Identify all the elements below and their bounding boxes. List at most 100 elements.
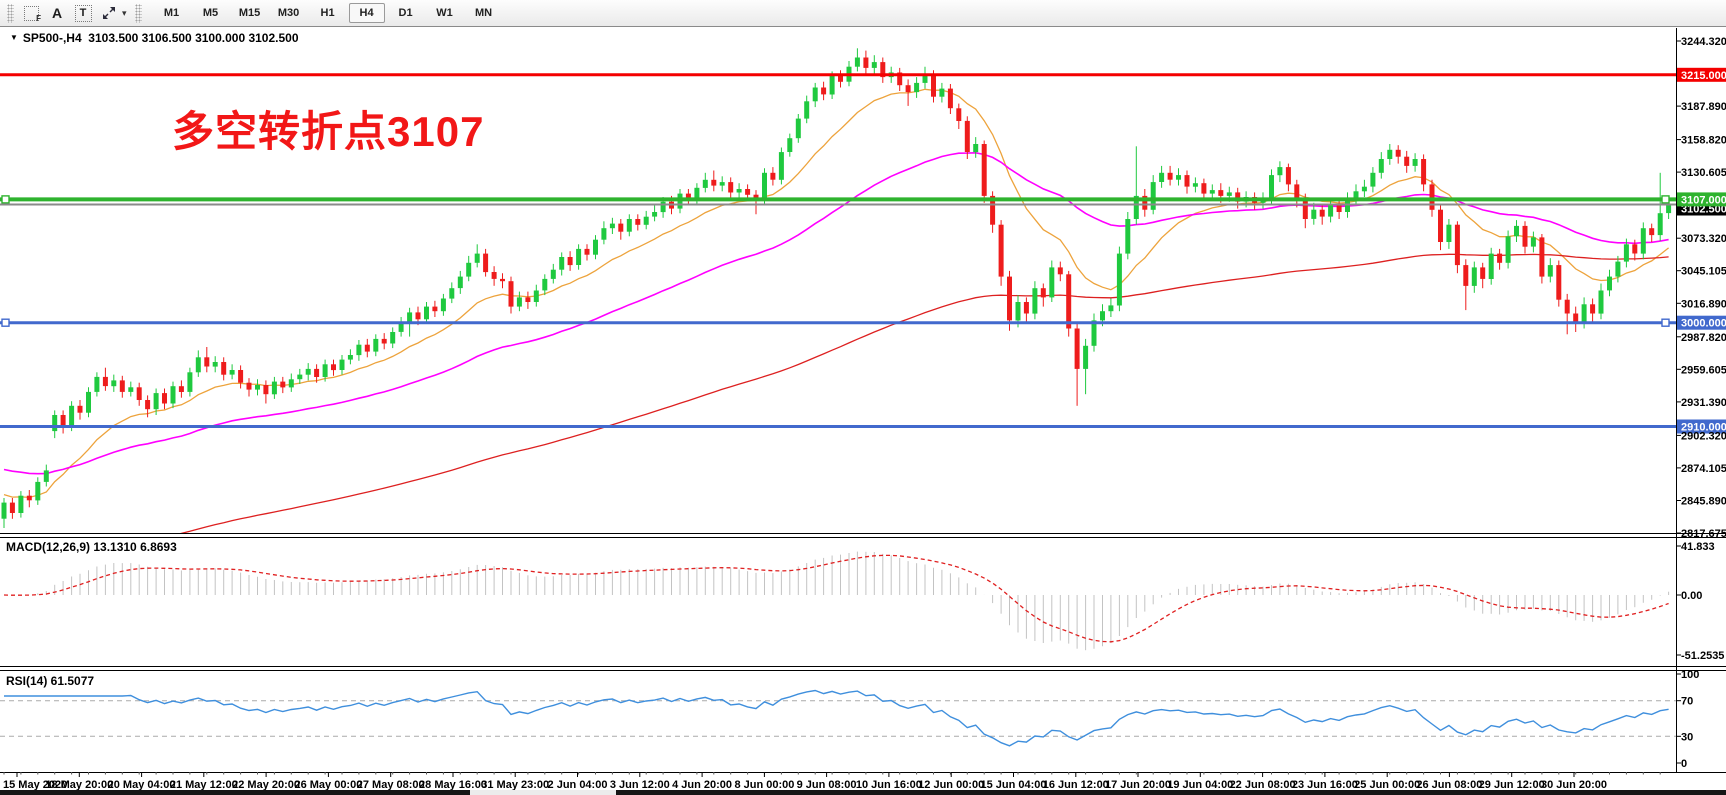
date-axis-label: 20 May 04:00	[108, 779, 176, 791]
price-axis-label: 3073.320	[1681, 233, 1726, 245]
date-axis-label: 17 Jun 20:00	[1105, 779, 1171, 791]
tf-button-M5[interactable]: M5	[202, 7, 219, 19]
tf-button-H1[interactable]: H1	[320, 7, 335, 19]
toolbar-gripper[interactable]	[7, 3, 14, 23]
svg-text:41.833: 41.833	[1681, 541, 1715, 553]
boxed-t-glyph: T	[74, 4, 92, 22]
toolbar-gripper-2[interactable]	[134, 3, 142, 23]
candles	[1, 48, 1672, 528]
date-axis-label: 21 May 12:00	[170, 779, 238, 791]
macd-indicator-label: MACD(12,26,9) 13.1310 6.8693	[6, 540, 177, 554]
svg-text:0: 0	[1681, 758, 1687, 770]
date-axis-label: 12 Jun 00:00	[918, 779, 984, 791]
price-axis-label: 3016.890	[1681, 298, 1726, 310]
macd-scale: 41.833 0.00 -51.2535	[1676, 541, 1724, 662]
svg-text:30: 30	[1681, 731, 1693, 743]
price-axis-label: 2987.820	[1681, 332, 1726, 344]
date-axis-label: 31 May 23:00	[481, 779, 549, 791]
date-axis-label: 15 Jun 04:00	[980, 779, 1046, 791]
date-axis-label: 22 Jun 08:00	[1230, 779, 1296, 791]
tf-button-M15[interactable]: M15	[238, 7, 261, 19]
ohlc-values: 3103.500 3106.500 3100.000 3102.500	[88, 31, 299, 45]
text-box-icon[interactable]: T	[70, 3, 96, 24]
price-axis[interactable]: 3244.320 3215.000 3187.890 3158.820 3130.605…	[1676, 36, 1726, 540]
date-axis-label: 22 May 20:00	[232, 779, 300, 791]
rsi-scale: 100 70 30 0	[1676, 669, 1699, 770]
date-axis-label: 30 Jun 20:00	[1541, 779, 1607, 791]
price-badge-label: 3000.000	[1681, 318, 1726, 330]
hline-handle[interactable]	[1661, 318, 1670, 327]
moving-averages	[3, 88, 1670, 533]
symbol-period-label: SP500-,H4	[22, 31, 82, 45]
svg-text:0.00: 0.00	[1681, 590, 1702, 602]
rsi-line	[4, 689, 1669, 747]
macd-signal-line	[3, 554, 1669, 643]
hline-handle[interactable]	[1661, 195, 1670, 204]
collapse-triangle-icon[interactable]: ▼	[10, 33, 18, 42]
price-badge	[1677, 419, 1726, 434]
date-axis-label: 4 Jun 20:00	[672, 779, 732, 791]
date-axis-label: 27 May 08:00	[357, 779, 425, 791]
price-axis-label: 3187.890	[1681, 101, 1726, 113]
price-axis-label: 2931.390	[1681, 397, 1726, 409]
chart-annotation-text: 多空转折点3107	[172, 108, 485, 155]
hline-handle[interactable]	[1, 318, 10, 327]
date-axis-label: 25 Jun 00:00	[1354, 779, 1420, 791]
price-axis-label: 2902.320	[1681, 430, 1726, 442]
bottom-edge-gap	[470, 790, 616, 795]
indicator-f-glyph: F	[36, 13, 41, 23]
bottom-window-edge	[0, 790, 1726, 795]
ma-slow-red	[180, 253, 1669, 533]
crosshair-arrows-icon[interactable]	[96, 3, 122, 24]
tf-button-W1[interactable]: W1	[436, 7, 453, 19]
price-badge-label: 3215.000	[1681, 70, 1726, 82]
date-axis-label: 26 Jun 08:00	[1416, 779, 1482, 791]
price-axis-label: 3045.105	[1681, 266, 1726, 278]
price-axis-label: 2817.675	[1681, 528, 1726, 540]
price-badge-label: 3107.000	[1681, 194, 1726, 206]
tf-button-M30[interactable]: M30	[277, 7, 300, 19]
date-axis-label: 28 May 16:00	[419, 779, 487, 791]
svg-text:70: 70	[1681, 696, 1693, 708]
svg-text:-51.2535: -51.2535	[1681, 650, 1724, 662]
horizontal-lines[interactable]	[0, 73, 1676, 428]
rsi-indicator-label: RSI(14) 61.5077	[6, 674, 95, 688]
timeframe-buttons: M1 M5 M15 M30 H1 H4 D1 W1 MN	[154, 3, 502, 23]
tf-button-M1[interactable]: M1	[163, 7, 180, 19]
price-axis-label: 2845.890	[1681, 496, 1726, 508]
date-axis-label: 18 May 20:00	[45, 779, 113, 791]
price-badge-label: 3102.500	[1681, 204, 1726, 216]
price-axis-label: 3158.820	[1681, 135, 1726, 147]
date-axis-label: 2 Jun 04:00	[548, 779, 608, 791]
svg-text:100: 100	[1681, 669, 1699, 681]
dropdown-caret-icon[interactable]: ▾	[122, 7, 127, 18]
price-badge	[1677, 192, 1726, 207]
price-axis-label: 3244.320	[1681, 36, 1726, 48]
price-badge	[1677, 315, 1726, 330]
price-axis-label: 3130.605	[1681, 167, 1726, 179]
date-axis-label: 16 Jun 12:00	[1043, 779, 1109, 791]
price-badge-label: 2910.000	[1681, 422, 1726, 434]
tf-button-H4[interactable]: H4	[348, 3, 385, 23]
date-axis-label: 29 Jun 12:00	[1479, 779, 1545, 791]
toolbar: F A T ▾ M1 M5 M15 M30 H1 H4 D1 W1 MN	[0, 0, 1726, 27]
date-axis-label: 9 Jun 08:00	[797, 779, 857, 791]
date-axis-label: 8 Jun 00:00	[734, 779, 794, 791]
macd-histogram	[3, 551, 1670, 651]
hline-handle[interactable]	[1, 195, 10, 204]
dotted-box-icon	[23, 5, 39, 21]
price-axis-label: 2959.605	[1681, 364, 1726, 376]
date-axis-label: 15 May 2020	[3, 779, 67, 791]
date-axis-label: 23 Jun 16:00	[1292, 779, 1358, 791]
price-axis-label: 2874.105	[1681, 463, 1726, 475]
date-axis-label: 3 Jun 12:00	[610, 779, 670, 791]
indicator-window-icon[interactable]: F	[18, 3, 44, 24]
date-axis-label: 26 May 00:00	[294, 779, 362, 791]
text-label-icon[interactable]: A	[51, 5, 63, 21]
date-axis-label: 10 Jun 16:00	[856, 779, 922, 791]
tf-button-D1[interactable]: D1	[398, 7, 413, 19]
tf-button-MN[interactable]: MN	[474, 7, 493, 19]
price-badge	[1677, 67, 1726, 82]
